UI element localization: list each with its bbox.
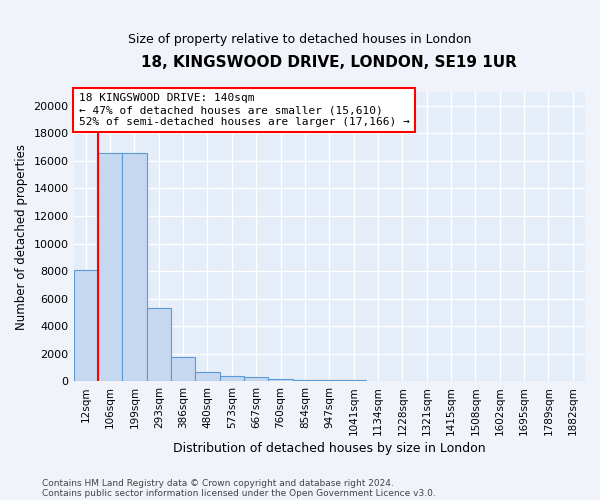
Bar	[463, 381, 488, 382]
Text: Contains public sector information licensed under the Open Government Licence v3: Contains public sector information licen…	[42, 488, 436, 498]
Bar	[74, 270, 98, 382]
Text: Size of property relative to detached houses in London: Size of property relative to detached ho…	[128, 32, 472, 46]
Bar	[341, 380, 366, 382]
Title: 18, KINGSWOOD DRIVE, LONDON, SE19 1UR: 18, KINGSWOOD DRIVE, LONDON, SE19 1UR	[142, 55, 517, 70]
Bar	[293, 380, 317, 382]
Text: Contains HM Land Registry data © Crown copyright and database right 2024.: Contains HM Land Registry data © Crown c…	[42, 478, 394, 488]
Bar	[98, 152, 122, 382]
Bar	[390, 381, 415, 382]
Bar	[122, 152, 146, 382]
X-axis label: Distribution of detached houses by size in London: Distribution of detached houses by size …	[173, 442, 485, 455]
Y-axis label: Number of detached properties: Number of detached properties	[15, 144, 28, 330]
Bar	[268, 378, 293, 382]
Bar	[317, 380, 341, 382]
Bar	[196, 372, 220, 382]
Bar	[415, 381, 439, 382]
Bar	[146, 308, 171, 382]
Bar	[244, 378, 268, 382]
Bar	[171, 356, 196, 382]
Bar	[439, 381, 463, 382]
Bar	[220, 376, 244, 382]
Bar	[366, 380, 390, 382]
Text: 18 KINGSWOOD DRIVE: 140sqm
← 47% of detached houses are smaller (15,610)
52% of : 18 KINGSWOOD DRIVE: 140sqm ← 47% of deta…	[79, 94, 409, 126]
